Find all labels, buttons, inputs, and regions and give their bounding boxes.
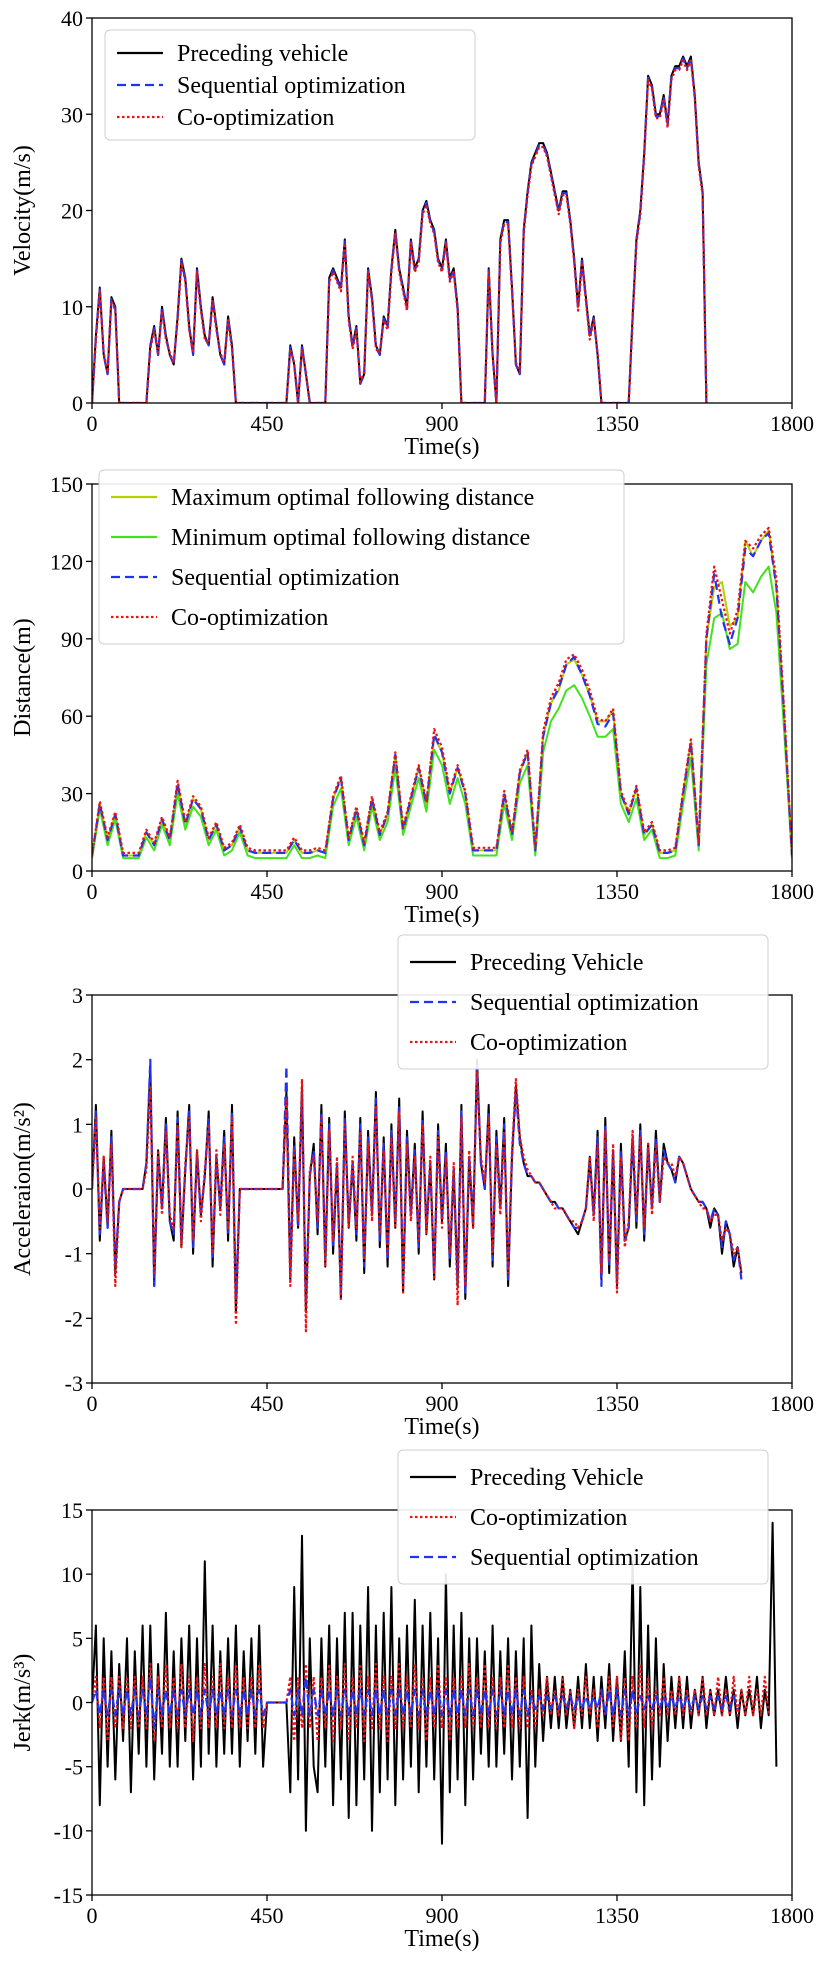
- chart1-y-axis-label: Distance(m): [10, 618, 36, 737]
- chart3-x-tick-label: 900: [426, 1903, 459, 1928]
- chart3-x-tick-label: 0: [87, 1903, 98, 1928]
- chart3-series-line-2: [92, 1662, 770, 1743]
- chart2-y-tick-label: 2: [72, 1048, 83, 1073]
- chart0-x-tick-label: 450: [251, 411, 284, 436]
- chart0-x-tick-label: 1350: [595, 411, 639, 436]
- chart0-y-tick-label: 0: [72, 391, 83, 416]
- chart3-legend-box: [397, 1449, 769, 1585]
- chart2-y-tick-label: 3: [72, 983, 83, 1008]
- chart0-series-group: [92, 55, 708, 403]
- chart3-legend-label-2: Co-optimization: [470, 1505, 627, 1531]
- chart3-y-tick-label: -10: [54, 1819, 83, 1844]
- chart1-legend-label-1: Maximum optimal following distance: [171, 485, 534, 511]
- chart2-y-tick-label: -3: [65, 1371, 83, 1396]
- chart2-y-tick-label: -2: [65, 1306, 83, 1331]
- chart2-x-tick-label: 900: [426, 1391, 459, 1416]
- chart1-series-line-3: [92, 531, 792, 857]
- chart-2: 0 450 900 1350 1800 0 30 60 90 120 150 Time(s) Dista…: [10, 469, 814, 928]
- chart0-y-tick-label: 40: [61, 6, 83, 31]
- chart-3: 0 450 900 1350 1800 -3 -2 -1 0 1 2 3 Time(s) Accelera…: [10, 934, 814, 1440]
- chart2-legend-label-1: Preceding Vehicle: [470, 950, 644, 976]
- chart1-y-tick-label: 150: [50, 472, 83, 497]
- chart1-legend-label-3: Sequential optimization: [171, 565, 400, 591]
- chart2-y-axis-label: Acceleraion(m/s²): [10, 1102, 36, 1276]
- chart1-x-tick-label: 1800: [770, 879, 814, 904]
- chart1-y-tick-label: 120: [50, 549, 83, 574]
- chart3-y-tick-label: 0: [72, 1691, 83, 1716]
- chart3-legend: Preceding Vehicle Co-optimization Sequenti…: [397, 1449, 769, 1585]
- chart-1: 0 450 900 1350 1800 0 10 20 30 40 Time(s) Velocity(…: [10, 6, 814, 460]
- chart0-legend-label-2: Sequential optimization: [177, 73, 406, 99]
- chart3-y-tick-label: -5: [65, 1755, 83, 1780]
- chart1-series-group: [92, 526, 792, 860]
- chart3-series-group: [92, 1521, 778, 1845]
- chart1-x-tick-label: 450: [251, 879, 284, 904]
- chart0-x-tick-label: 900: [426, 411, 459, 436]
- chart1-legend-label-2: Minimum optimal following distance: [171, 525, 530, 551]
- chart0-x-tick-label: 1800: [770, 411, 814, 436]
- chart3-y-axis-label: Jerk(m/s³): [10, 1654, 36, 1752]
- chart3-y-tick-label: 15: [61, 1498, 83, 1523]
- chart1-y-tick-label: 60: [61, 704, 83, 729]
- chart2-legend-label-2: Sequential optimization: [470, 990, 699, 1016]
- chart2-x-tick-label: 1350: [595, 1391, 639, 1416]
- chart0-y-axis-label: Velocity(m/s): [10, 145, 36, 276]
- chart2-legend: Preceding Vehicle Sequential optimization…: [397, 934, 769, 1070]
- chart1-x-axis-label: Time(s): [404, 902, 479, 928]
- chart0-legend-label-1: Preceding vehicle: [177, 41, 348, 67]
- chart2-legend-label-3: Co-optimization: [470, 1030, 627, 1056]
- chart-4: 0 450 900 1350 1800 -15 -10 -5 0 5 10 15 Time(s) Jerk…: [10, 1449, 814, 1952]
- chart0-x-tick-label: 0: [87, 411, 98, 436]
- chart3-series-line-3: [92, 1675, 739, 1730]
- chart1-x-tick-label: 900: [426, 879, 459, 904]
- chart2-legend-box: [397, 934, 769, 1070]
- chart1-y-tick-label: 30: [61, 782, 83, 807]
- chart0-x-axis-label: Time(s): [404, 434, 479, 460]
- chart3-y-tick-label: 10: [61, 1562, 83, 1587]
- chart2-x-tick-label: 1800: [770, 1391, 814, 1416]
- chart2-x-tick-label: 450: [251, 1391, 284, 1416]
- chart1-legend-label-4: Co-optimization: [171, 605, 328, 631]
- chart1-legend: Maximum optimal following distance Minimu…: [98, 469, 625, 645]
- chart3-x-tick-label: 450: [251, 1903, 284, 1928]
- chart3-legend-label-3: Sequential optimization: [470, 1545, 699, 1571]
- chart0-series-line-3: [92, 59, 708, 403]
- chart3-y-tick-label: 5: [72, 1626, 83, 1651]
- chart1-x-tick-label: 1350: [595, 879, 639, 904]
- chart0-legend-box: [104, 29, 476, 141]
- chart3-x-axis-label: Time(s): [404, 1926, 479, 1952]
- chart2-y-tick-label: 1: [72, 1112, 83, 1137]
- chart0-y-tick-label: 10: [61, 295, 83, 320]
- chart2-x-tick-label: 0: [87, 1391, 98, 1416]
- chart1-x-tick-label: 0: [87, 879, 98, 904]
- chart2-series-group: [92, 1058, 743, 1333]
- chart0-legend: Preceding vehicle Sequential optimization…: [104, 29, 476, 141]
- chart1-series-line-2: [92, 565, 792, 860]
- chart1-legend-box: [98, 469, 625, 645]
- chart1-y-tick-label: 90: [61, 627, 83, 652]
- chart2-x-axis-label: Time(s): [404, 1414, 479, 1440]
- chart3-y-tick-label: -15: [54, 1883, 83, 1908]
- chart1-y-tick-label: 0: [72, 859, 83, 884]
- chart3-x-tick-label: 1350: [595, 1903, 639, 1928]
- chart2-y-tick-label: -1: [65, 1242, 83, 1267]
- chart0-y-tick-label: 20: [61, 199, 83, 224]
- chart3-legend-label-1: Preceding Vehicle: [470, 1465, 644, 1491]
- chart0-y-tick-label: 30: [61, 102, 83, 127]
- chart1-series-line-4: [92, 526, 792, 856]
- chart0-legend-label-3: Co-optimization: [177, 105, 334, 131]
- chart3-x-tick-label: 1800: [770, 1903, 814, 1928]
- chart2-y-tick-label: 0: [72, 1177, 83, 1202]
